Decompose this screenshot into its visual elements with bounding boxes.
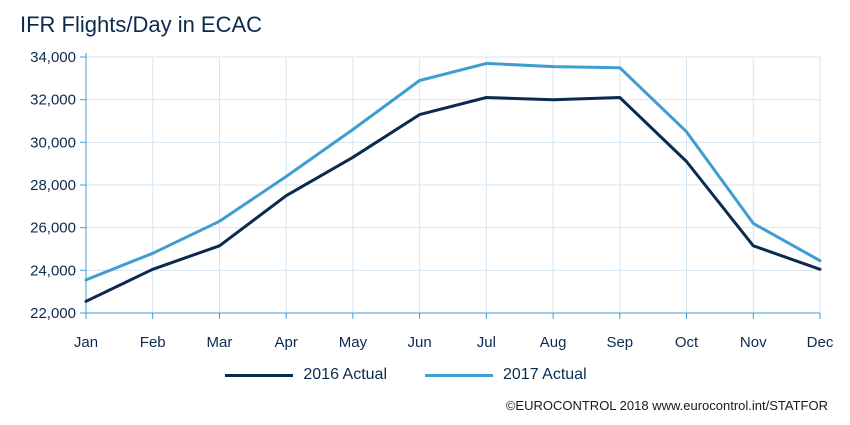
y-tick-label: 32,000 xyxy=(30,92,76,109)
y-tick-label: 30,000 xyxy=(30,134,76,151)
legend-label-2017: 2017 Actual xyxy=(503,366,587,383)
source-credit: ©EUROCONTROL 2018 www.eurocontrol.int/ST… xyxy=(505,398,828,413)
tick-label-layer: 22,000 24,000 26,000 28,000 30,000 32,000 34,0… xyxy=(30,49,834,351)
legend-swatch-2017 xyxy=(425,373,493,377)
legend-item-2016: 2016 Actual xyxy=(225,366,387,384)
y-tick-label: 28,000 xyxy=(30,177,76,194)
x-tick-label: Feb xyxy=(140,334,166,351)
legend: 2016 Actual 2017 Actual xyxy=(0,366,850,384)
series-layer xyxy=(84,61,822,303)
x-tick-label: Nov xyxy=(740,334,767,351)
y-tick-label: 26,000 xyxy=(30,220,76,237)
legend-label-2016: 2016 Actual xyxy=(303,366,387,383)
chart-title: IFR Flights/Day in ECAC xyxy=(20,12,263,37)
y-tick-label: 24,000 xyxy=(30,262,76,279)
x-tick-label: Jul xyxy=(477,334,496,351)
axis-layer xyxy=(80,53,821,319)
x-tick-label: Oct xyxy=(675,334,699,351)
x-tick-label: Dec xyxy=(807,334,834,351)
x-tick-label: Jan xyxy=(74,334,98,351)
x-tick-label: May xyxy=(339,334,368,351)
x-tick-label: Sep xyxy=(606,334,633,351)
x-tick-label: Mar xyxy=(207,334,233,351)
legend-item-2017: 2017 Actual xyxy=(425,366,587,384)
y-tick-label: 22,000 xyxy=(30,305,76,322)
x-tick-label: Jun xyxy=(408,334,432,351)
legend-swatch-2016 xyxy=(225,373,294,377)
series-line-2017-actual xyxy=(84,61,822,282)
x-tick-label: Aug xyxy=(540,334,567,351)
y-tick-label: 34,000 xyxy=(30,49,76,66)
x-tick-label: Apr xyxy=(275,334,298,351)
series-line-2016-actual xyxy=(84,96,822,303)
grid-layer xyxy=(85,56,821,314)
